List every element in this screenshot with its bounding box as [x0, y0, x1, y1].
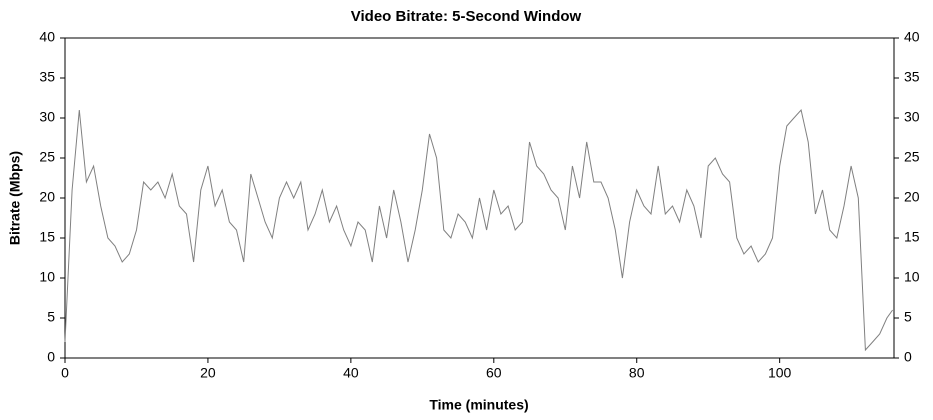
y-tick-label: 25 — [39, 149, 55, 165]
y2-tick-label: 25 — [904, 149, 920, 165]
y2-tick-label: 10 — [904, 269, 920, 285]
y2-tick-label: 40 — [904, 29, 920, 45]
y2-tick-label: 30 — [904, 109, 920, 125]
x-tick-label: 80 — [629, 365, 645, 381]
y-tick-label: 35 — [39, 69, 55, 85]
chart-title: Video Bitrate: 5-Second Window — [351, 8, 582, 25]
x-tick-label: 100 — [768, 365, 792, 381]
y2-tick-label: 35 — [904, 69, 920, 85]
y2-tick-label: 20 — [904, 189, 920, 205]
data-line — [64, 108, 894, 352]
y2-tick-label: 5 — [904, 309, 912, 325]
y2-tick-label: 15 — [904, 229, 920, 245]
y-tick-label: 30 — [39, 109, 55, 125]
y-axis-label: Bitrate (Mbps) — [7, 151, 23, 245]
x-tick-label: 0 — [61, 365, 69, 381]
x-tick-label: 60 — [486, 365, 502, 381]
y-tick-label: 5 — [47, 309, 55, 325]
y-tick-label: 10 — [39, 269, 55, 285]
y-tick-label: 15 — [39, 229, 55, 245]
x-tick-label: 20 — [200, 365, 216, 381]
y-tick-label: 0 — [47, 349, 55, 365]
y2-tick-label: 0 — [904, 349, 912, 365]
x-tick-label: 40 — [343, 365, 359, 381]
y-tick-label: 20 — [39, 189, 55, 205]
y-tick-label: 40 — [39, 29, 55, 45]
x-axis-label: Time (minutes) — [429, 397, 528, 413]
